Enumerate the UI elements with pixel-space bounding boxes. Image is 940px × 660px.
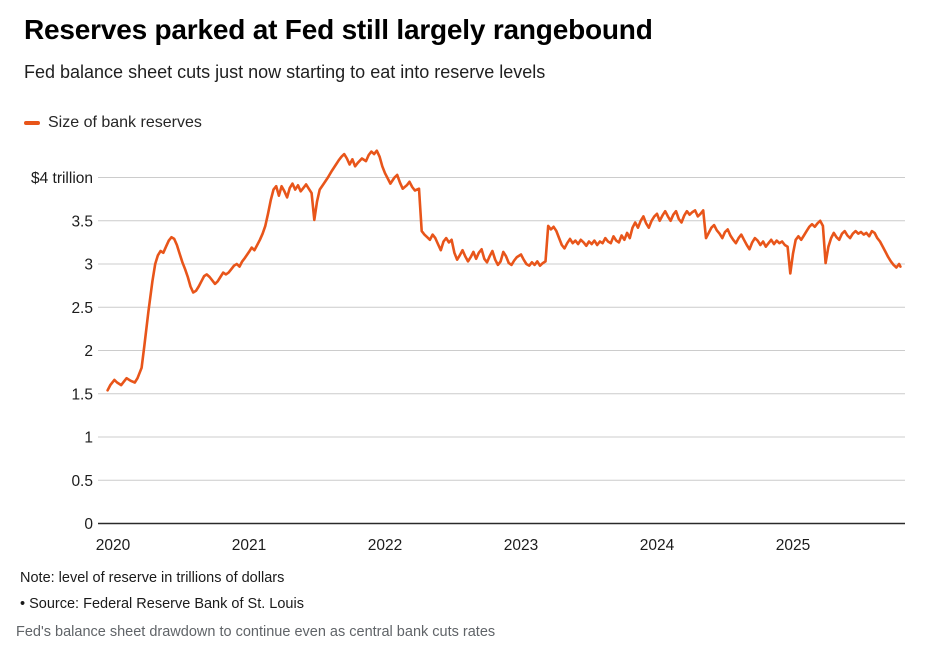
y-tick-label: 0: [84, 516, 93, 533]
chart-note: Note: level of reserve in trillions of d…: [20, 570, 285, 586]
page-subtitle: Fed balance sheet cuts just now starting…: [24, 62, 546, 82]
x-tick-label: 2022: [368, 537, 402, 554]
x-tick-label: 2023: [504, 537, 538, 554]
y-tick-label: 3.5: [71, 213, 93, 230]
article-caption: Fed's balance sheet drawdown to continue…: [16, 624, 496, 640]
y-tick-label: 1.5: [71, 386, 93, 403]
x-tick-label: 2025: [776, 537, 810, 554]
bank-reserves-series-line: [106, 149, 902, 392]
y-tick-label: 0.5: [71, 473, 93, 490]
legend: Size of bank reserves: [24, 114, 202, 132]
y-tick-label: 3: [84, 257, 93, 274]
x-tick-label: 2024: [640, 537, 675, 554]
y-tick-label: 2: [84, 343, 93, 360]
x-tick-label: 2020: [96, 537, 131, 554]
y-tick-label: $4 trillion: [31, 170, 93, 187]
legend-line-swatch: [24, 121, 40, 125]
page-title: Reserves parked at Fed still largely ran…: [24, 14, 653, 45]
legend-label: Size of bank reserves: [48, 114, 202, 131]
y-tick-label: 2.5: [71, 300, 93, 317]
chart-source: • Source: Federal Reserve Bank of St. Lo…: [20, 596, 304, 612]
x-tick-label: 2021: [232, 537, 266, 554]
y-tick-label: 1: [84, 430, 93, 447]
